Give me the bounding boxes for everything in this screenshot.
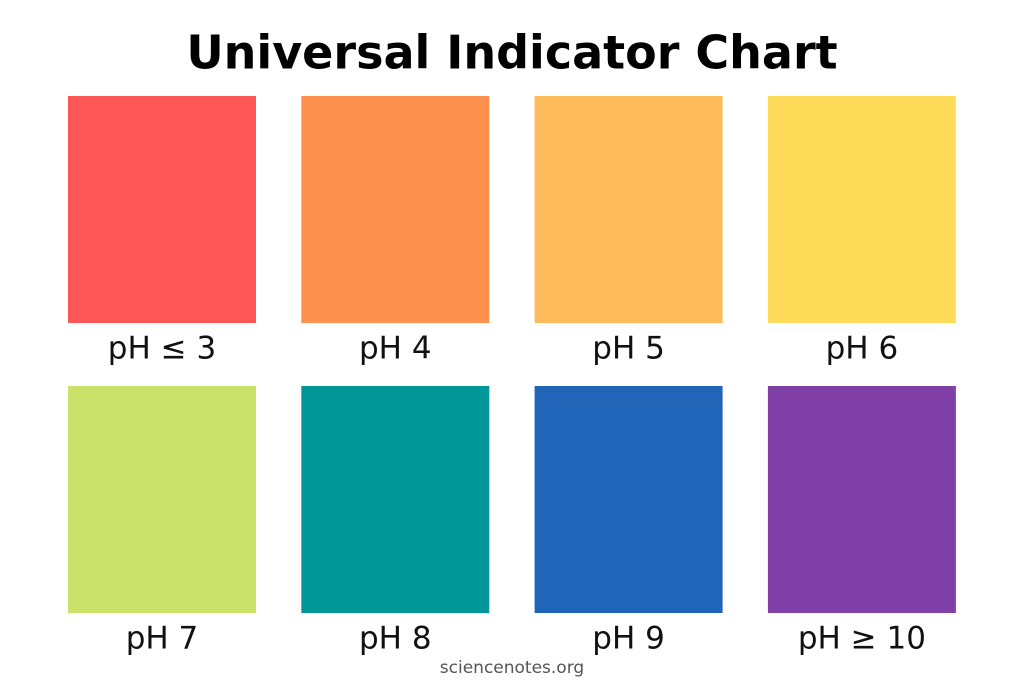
color-swatch [301, 386, 490, 613]
title: Universal Indicator Chart [186, 26, 837, 80]
swatch-label: pH 4 [359, 331, 432, 367]
swatch-label: pH 9 [592, 621, 665, 657]
swatch-label: pH 5 [592, 331, 665, 367]
color-swatch [534, 386, 723, 613]
color-swatch [534, 96, 723, 323]
swatch-label: pH 7 [126, 621, 199, 657]
color-swatch [767, 96, 956, 323]
color-swatch [301, 96, 490, 323]
color-swatch [68, 386, 256, 613]
color-swatch [767, 386, 956, 613]
swatch-label: pH ≥ 10 [798, 621, 926, 657]
color-swatch [68, 96, 256, 323]
swatch-label: pH 6 [826, 331, 899, 367]
footer: sciencenotes.org [440, 658, 584, 678]
swatch-label: pH 8 [359, 621, 432, 657]
swatch-label: pH ≤ 3 [108, 331, 216, 367]
